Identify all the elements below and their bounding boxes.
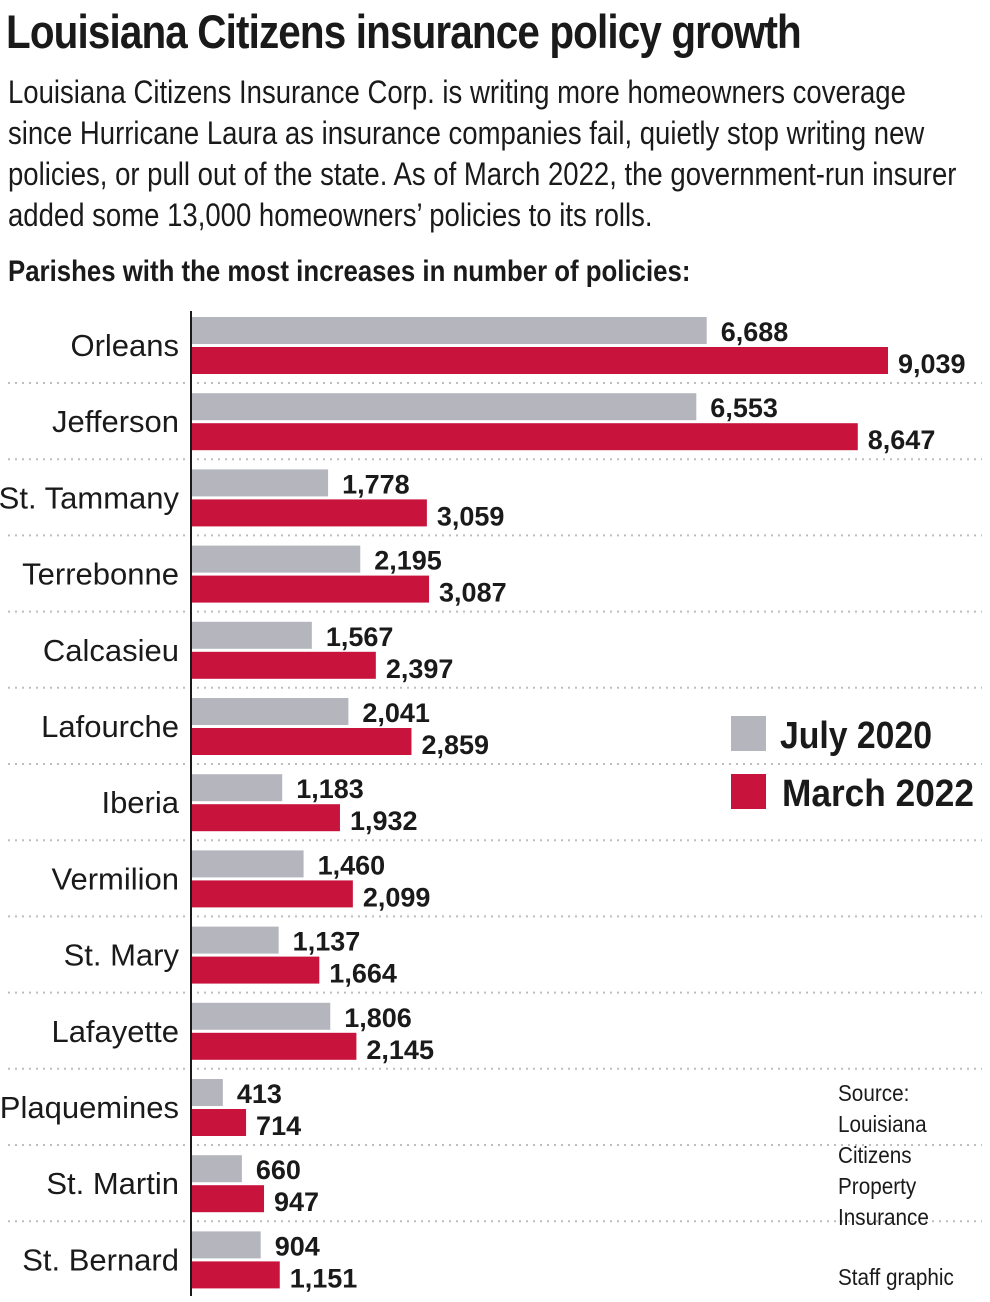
- bar-march-2022: [191, 880, 353, 908]
- bar-july-2020: [191, 1079, 223, 1106]
- category-label: Iberia: [101, 785, 179, 820]
- data-label-march-2022: 3,059: [437, 501, 505, 531]
- data-label-july-2020: 1,460: [318, 850, 386, 880]
- bar-march-2022: [191, 1032, 357, 1060]
- data-label-july-2020: 2,041: [362, 698, 430, 728]
- category-label: Terrebonne: [22, 557, 179, 592]
- bar-july-2020: [191, 545, 361, 573]
- bar-july-2020: [191, 1155, 242, 1183]
- data-label-july-2020: 1,567: [326, 622, 394, 652]
- category-label: Lafourche: [41, 709, 179, 744]
- data-label-march-2022: 947: [274, 1187, 319, 1217]
- data-label-july-2020: 1,778: [342, 469, 410, 499]
- data-label-march-2022: 2,397: [386, 654, 454, 684]
- bar-july-2020: [191, 850, 304, 878]
- data-label-july-2020: 1,806: [344, 1003, 412, 1033]
- bar-march-2022: [191, 956, 320, 984]
- category-label: St. Tammany: [0, 480, 179, 515]
- category-label: St. Bernard: [22, 1242, 179, 1277]
- bar-march-2022: [191, 651, 376, 679]
- bar-july-2020: [191, 393, 697, 421]
- data-label-july-2020: 904: [275, 1231, 320, 1261]
- category-label: Calcasieu: [43, 633, 179, 668]
- data-label-march-2022: 3,087: [439, 578, 507, 608]
- chart-title: Louisiana Citizens insurance policy grow…: [6, 5, 802, 58]
- bar-july-2020: [191, 469, 329, 497]
- data-label-march-2022: 1,932: [350, 806, 418, 836]
- source-line: Insurance: [838, 1204, 929, 1230]
- bar-july-2020: [191, 774, 283, 802]
- legend-label-july-2020: July 2020: [780, 715, 932, 757]
- source-line: Property: [838, 1173, 917, 1199]
- bar-march-2022: [191, 499, 427, 527]
- category-label: Jefferson: [52, 404, 179, 439]
- data-label-july-2020: 1,183: [296, 774, 364, 804]
- data-label-july-2020: 660: [256, 1155, 301, 1185]
- data-label-march-2022: 2,859: [421, 730, 489, 760]
- source-line: Louisiana: [838, 1111, 927, 1137]
- bar-march-2022: [191, 1261, 280, 1289]
- bar-march-2022: [191, 804, 340, 832]
- data-label-july-2020: 1,137: [293, 927, 361, 957]
- bar-july-2020: [191, 926, 279, 954]
- legend-swatch-july-2020: [731, 716, 766, 751]
- data-label-march-2022: 2,145: [366, 1035, 434, 1065]
- data-label-july-2020: 6,553: [710, 393, 778, 423]
- bar-july-2020: [191, 317, 707, 344]
- source-line: Citizens: [838, 1142, 912, 1168]
- data-label-march-2022: 1,151: [290, 1263, 358, 1293]
- bar-march-2022: [191, 1109, 247, 1136]
- data-label-march-2022: 714: [256, 1111, 301, 1141]
- category-label: Plaquemines: [0, 1090, 179, 1125]
- bar-july-2020: [191, 1002, 331, 1030]
- chart-heading: Parishes with the most increases in numb…: [8, 255, 691, 288]
- data-label-march-2022: 1,664: [329, 959, 397, 989]
- credit-line: Staff graphic: [838, 1264, 954, 1290]
- category-label: Orleans: [70, 328, 179, 363]
- bar-march-2022: [191, 423, 858, 451]
- bar-july-2020: [191, 698, 349, 725]
- source-line: Source:: [838, 1080, 910, 1106]
- chart-subtitle: Louisiana Citizens Insurance Corp. is wr…: [8, 74, 957, 233]
- bar-july-2020: [191, 1231, 261, 1259]
- legend-label-march-2022: March 2022: [782, 773, 974, 815]
- category-label: Vermilion: [52, 861, 180, 896]
- data-label-march-2022: 9,039: [898, 349, 966, 379]
- category-label: St. Martin: [46, 1166, 179, 1201]
- data-label-july-2020: 6,688: [721, 317, 789, 347]
- data-label-july-2020: 2,195: [374, 546, 442, 576]
- legend-swatch-march-2022: [731, 774, 766, 809]
- bar-march-2022: [191, 1185, 265, 1213]
- category-label: St. Mary: [64, 938, 180, 973]
- bar-march-2022: [191, 728, 412, 755]
- data-label-march-2022: 2,099: [363, 882, 431, 912]
- category-label: Lafayette: [51, 1014, 179, 1049]
- bar-july-2020: [191, 621, 312, 649]
- bar-march-2022: [191, 347, 888, 374]
- bar-march-2022: [191, 575, 430, 603]
- data-label-march-2022: 8,647: [868, 425, 936, 455]
- data-label-july-2020: 413: [237, 1079, 282, 1109]
